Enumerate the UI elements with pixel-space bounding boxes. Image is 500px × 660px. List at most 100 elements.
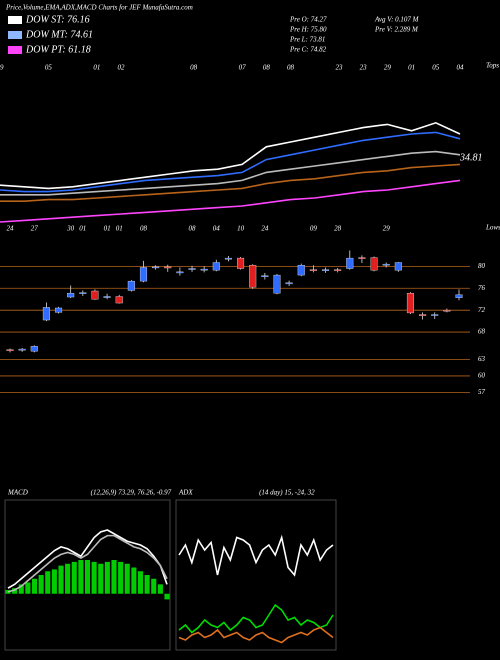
histogram-bar: [45, 571, 51, 594]
annotation: 34.81: [459, 152, 483, 163]
page-title: Price,Volume,EMA,ADX,MACD Charts for JEF…: [5, 4, 193, 12]
x-tick-label: 04: [213, 225, 221, 233]
x-tick-label: 05: [45, 64, 53, 72]
candle-body: [334, 269, 342, 271]
x-tick-label: 08: [140, 225, 148, 233]
histogram-bar: [18, 584, 24, 594]
candle-body: [394, 262, 402, 271]
candle-body: [370, 257, 378, 271]
candle-body: [285, 282, 293, 285]
histogram-bar: [137, 571, 144, 594]
x-tick-label: 30: [66, 225, 75, 233]
x-tick-label: 10: [237, 225, 245, 233]
histogram-bar: [65, 563, 71, 594]
candle-body: [212, 262, 220, 271]
x-tick-label: 29: [384, 64, 392, 72]
x-tick-label: 29: [383, 225, 391, 233]
legend-swatch: [8, 46, 22, 54]
x-tick-label: 07: [239, 64, 247, 72]
candle-body: [18, 348, 26, 351]
legend-label: DOW PT: 61.18: [25, 44, 91, 55]
y-tick-label: 60: [478, 372, 486, 380]
x-tick-label: 01: [79, 225, 86, 233]
candle-body: [321, 269, 330, 271]
y-tick-label: 68: [478, 328, 486, 336]
x-tick-label: 09: [310, 225, 318, 233]
histogram-bar: [157, 584, 163, 594]
histogram-bar: [131, 567, 137, 594]
candle-body: [152, 266, 160, 269]
candle-body: [346, 257, 354, 269]
line: [7, 529, 168, 589]
legend-swatch: [8, 31, 22, 39]
candle-body: [115, 296, 123, 304]
candle-body: [261, 275, 269, 277]
candle-body: [200, 268, 208, 271]
candle-body: [67, 292, 75, 298]
candle-body: [237, 257, 245, 269]
line: [178, 626, 334, 644]
candle-body: [249, 265, 257, 288]
histogram-bar: [58, 565, 64, 594]
x-tick-label: 28: [334, 225, 342, 233]
panel-title: MACD: [7, 489, 28, 497]
x-tick-label: 01: [408, 64, 415, 72]
histogram-bar: [124, 563, 130, 594]
candle-body: [224, 257, 232, 260]
candle-body: [103, 296, 111, 298]
histogram-bar: [38, 575, 44, 594]
legend-swatch: [8, 16, 22, 24]
x-tick-label: 29: [0, 64, 4, 72]
histogram-bar: [5, 590, 11, 594]
info: Pre H: 75.80: [289, 26, 327, 34]
panel-subtitle: (14 day) 15, -24, 32: [259, 489, 315, 497]
adx-panel: [175, 499, 337, 651]
y-tick-label: 72: [478, 306, 486, 314]
candle-body: [79, 292, 87, 294]
candle-body: [358, 257, 366, 259]
x-tick-label: 23: [335, 64, 343, 72]
histogram-bar: [104, 561, 110, 594]
candle-body: [42, 307, 50, 321]
candle-body: [382, 263, 390, 266]
x-tick-label: 08: [287, 64, 295, 72]
candle-body: [91, 290, 99, 300]
info: Avg V: 0.107 M: [374, 16, 420, 24]
candle-body: [55, 307, 63, 313]
x-tick-label: 23: [360, 64, 368, 72]
x-tick-label: 24: [261, 225, 269, 233]
histogram-bar: [111, 560, 117, 594]
line: [0, 150, 461, 196]
x-tick-label: 01: [93, 64, 100, 72]
line: [0, 179, 461, 223]
candle-body: [297, 265, 305, 276]
candle-body: [406, 292, 414, 314]
line: [178, 603, 334, 634]
histogram-bar: [151, 578, 157, 594]
x-tick-label: 08: [190, 64, 198, 72]
candle-body: [139, 267, 148, 282]
candle-body: [443, 309, 451, 312]
histogram-bar: [164, 593, 170, 600]
y-tick-label: 63: [478, 355, 486, 363]
y-tick-label: 76: [478, 284, 486, 292]
line: [0, 121, 461, 190]
line: [0, 163, 461, 202]
candle-body: [164, 266, 172, 269]
x-tick-label: 05: [432, 64, 440, 72]
histogram-bar: [98, 563, 104, 594]
histogram-bar: [144, 575, 150, 594]
candle-body: [188, 268, 196, 270]
candle-body: [6, 349, 14, 351]
line: [7, 534, 168, 593]
candle-body: [309, 269, 317, 271]
y-tick-label: 57: [478, 388, 486, 396]
x-tick-label: 08: [189, 225, 197, 233]
histogram-bar: [91, 561, 97, 594]
candle-body: [30, 346, 38, 352]
panel-title: ADX: [178, 489, 193, 497]
info: Pre O: 74.27: [289, 16, 327, 24]
x-tick-label: 04: [457, 64, 465, 72]
histogram-bar: [12, 588, 18, 594]
